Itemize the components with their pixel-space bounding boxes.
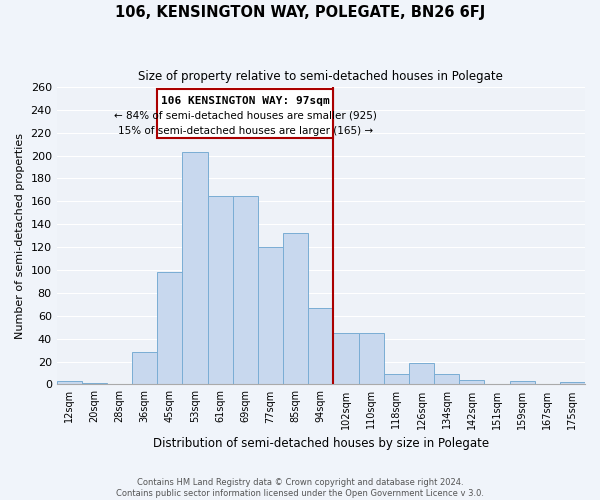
Text: 106, KENSINGTON WAY, POLEGATE, BN26 6FJ: 106, KENSINGTON WAY, POLEGATE, BN26 6FJ (115, 5, 485, 20)
Text: Contains HM Land Registry data © Crown copyright and database right 2024.
Contai: Contains HM Land Registry data © Crown c… (116, 478, 484, 498)
Bar (308, 308, 334, 384)
Bar (56, 381, 82, 384)
Title: Size of property relative to semi-detached houses in Polegate: Size of property relative to semi-detach… (139, 70, 503, 83)
Bar (359, 333, 384, 384)
Bar (208, 196, 233, 384)
Text: ← 84% of semi-detached houses are smaller (925): ← 84% of semi-detached houses are smalle… (114, 111, 377, 121)
Bar (509, 381, 535, 384)
Text: 106 KENSINGTON WAY: 97sqm: 106 KENSINGTON WAY: 97sqm (161, 96, 330, 106)
Bar (459, 380, 484, 384)
Bar (409, 362, 434, 384)
Bar (434, 374, 459, 384)
Bar (132, 352, 157, 384)
Bar (384, 374, 409, 384)
Bar (258, 247, 283, 384)
Y-axis label: Number of semi-detached properties: Number of semi-detached properties (15, 132, 25, 338)
Bar (182, 152, 208, 384)
Text: 15% of semi-detached houses are larger (165) →: 15% of semi-detached houses are larger (… (118, 126, 373, 136)
FancyBboxPatch shape (157, 89, 334, 138)
Bar (334, 333, 359, 384)
Bar (233, 196, 258, 384)
Bar (560, 382, 585, 384)
X-axis label: Distribution of semi-detached houses by size in Polegate: Distribution of semi-detached houses by … (153, 437, 489, 450)
Bar (283, 234, 308, 384)
Bar (157, 272, 182, 384)
